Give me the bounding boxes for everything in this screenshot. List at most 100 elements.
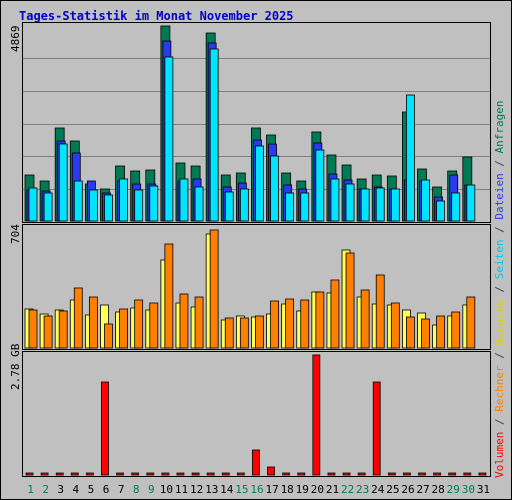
bar-volumen-day-6 (101, 381, 109, 476)
bar-rechner-day-4 (73, 287, 83, 349)
x-tick-label-day-24: 24 (371, 483, 385, 496)
bar-seiten-day-16 (255, 145, 264, 222)
bar-rechner-day-3 (58, 310, 68, 349)
bar-rechner-day-23 (360, 289, 370, 349)
bar-rechner-day-17 (270, 300, 279, 349)
bar-seiten-day-25 (390, 188, 400, 222)
legend-segment-7: / (493, 220, 506, 240)
panel-2 (22, 224, 491, 350)
bar-rechner-day-6 (104, 323, 113, 349)
bar-seiten-day-26 (406, 94, 415, 222)
right-legend: Volumen / Rechner / Besuche / Seiten / D… (493, 100, 506, 478)
legend-segment-2: Rechner (493, 365, 506, 412)
bar-seiten-day-21 (330, 178, 340, 222)
x-tick-label-day-8: 8 (133, 483, 140, 496)
chart-title: Tages-Statistik im Monat November 2025 (19, 9, 294, 23)
bar-rechner-day-30 (466, 296, 476, 349)
x-tick-label-day-10: 10 (160, 483, 173, 496)
bar-volumen-day-3 (55, 472, 64, 476)
legend-segment-9: / (493, 153, 506, 173)
x-tick-label-day-12: 12 (190, 483, 203, 496)
bar-rechner-day-24 (375, 274, 385, 349)
legend-segment-1: / (493, 412, 506, 432)
bar-volumen-day-9 (146, 472, 155, 476)
bar-rechner-day-8 (134, 299, 144, 349)
y-max-label-volume: 2.78 GB (9, 343, 22, 390)
x-tick-label-day-6: 6 (103, 483, 110, 496)
bar-seiten-day-27 (421, 179, 430, 222)
x-tick-label-day-23: 23 (356, 483, 369, 496)
bar-seiten-day-10 (164, 56, 174, 222)
bar-rechner-day-15 (239, 317, 249, 349)
bar-volumen-day-21 (327, 472, 336, 476)
bar-volumen-day-8 (131, 472, 140, 476)
bar-volumen-day-27 (418, 472, 426, 476)
x-tick-label-day-26: 26 (401, 483, 414, 496)
bar-seiten-day-11 (179, 178, 189, 222)
bar-volumen-day-29 (448, 472, 457, 476)
bar-rechner-day-22 (345, 252, 355, 349)
bar-volumen-day-4 (70, 472, 79, 476)
x-tick-label-day-29: 29 (447, 483, 460, 496)
x-tick-label-day-11: 11 (175, 483, 188, 496)
bar-seiten-day-14 (224, 191, 234, 222)
bar-rechner-day-10 (164, 243, 174, 349)
bar-seiten-day-2 (43, 192, 53, 222)
bar-rechner-day-9 (149, 302, 159, 349)
bar-volumen-day-28 (433, 472, 442, 476)
x-tick-label-day-31: 31 (477, 483, 490, 496)
bar-seiten-day-6 (104, 194, 113, 222)
bar-seiten-day-30 (466, 184, 476, 222)
x-tick-label-day-3: 3 (57, 483, 64, 496)
bar-rechner-day-12 (194, 296, 204, 349)
x-tick-label-day-4: 4 (73, 483, 80, 496)
x-tick-label-day-14: 14 (220, 483, 234, 496)
bar-rechner-day-21 (330, 279, 340, 349)
bar-volumen-day-13 (206, 472, 215, 476)
bar-volumen-day-1 (25, 472, 34, 476)
bar-rechner-day-29 (451, 311, 461, 349)
bar-volumen-day-18 (282, 472, 291, 476)
legend-segment-3: / (493, 346, 506, 366)
panel-1 (22, 22, 491, 223)
bar-seiten-day-3 (58, 143, 68, 222)
y-max-label-visits: 704 (9, 224, 22, 244)
bar-seiten-day-5 (88, 189, 98, 222)
bar-volumen-day-30 (463, 472, 472, 476)
bar-volumen-day-16 (252, 449, 260, 476)
bar-seiten-day-13 (209, 48, 219, 222)
bar-volumen-day-7 (116, 472, 124, 476)
bar-seiten-day-9 (149, 185, 159, 222)
bar-seiten-day-8 (134, 189, 144, 222)
bar-rechner-day-27 (421, 318, 430, 349)
x-tick-label-day-15: 15 (235, 483, 248, 496)
bar-rechner-day-2 (43, 315, 53, 349)
x-tick-label-day-30: 30 (462, 483, 475, 496)
legend-segment-8: Dateien (493, 173, 506, 219)
bar-seiten-day-12 (194, 186, 204, 222)
x-tick-label-day-1: 1 (27, 483, 34, 496)
bar-rechner-day-25 (390, 302, 400, 349)
bar-rechner-day-1 (28, 309, 38, 349)
bar-seiten-day-15 (239, 188, 249, 222)
panel-3 (22, 351, 491, 477)
bar-rechner-day-11 (179, 293, 189, 349)
bar-rechner-day-26 (406, 316, 415, 349)
bar-seiten-day-7 (119, 178, 128, 222)
x-tick-label-day-9: 9 (148, 483, 155, 496)
bar-volumen-day-10 (161, 472, 170, 476)
bar-rechner-day-19 (300, 299, 310, 349)
bar-volumen-day-15 (236, 472, 245, 476)
legend-segment-4: Besuche (493, 299, 506, 345)
bar-volumen-day-19 (297, 472, 306, 476)
bar-rechner-day-18 (285, 298, 295, 349)
bar-volumen-day-26 (403, 472, 411, 476)
bar-volumen-day-24 (372, 381, 381, 476)
x-tick-label-day-17: 17 (265, 483, 278, 496)
bar-rechner-day-16 (255, 315, 264, 349)
legend-segment-10: Anfragen (493, 100, 506, 153)
bar-volumen-day-2 (40, 472, 49, 476)
x-tick-label-day-27: 27 (416, 483, 429, 496)
bar-volumen-day-23 (357, 472, 366, 476)
